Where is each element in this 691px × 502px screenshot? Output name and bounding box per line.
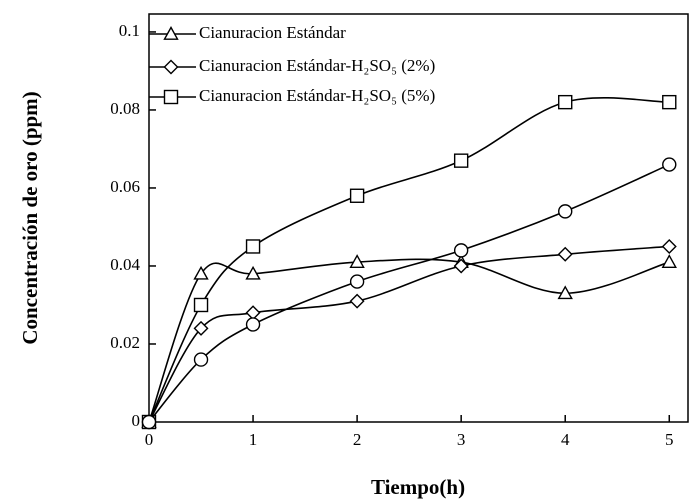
- series-line: [148, 163, 670, 423]
- data-point: [245, 239, 261, 254]
- data-point: [193, 265, 209, 280]
- legend-marker: [163, 26, 179, 40]
- legend-marker: [163, 89, 179, 105]
- data-point: [245, 317, 261, 332]
- data-point: [349, 293, 365, 309]
- x-tick-label: 5: [665, 430, 674, 449]
- y-axis-label: Concentración de oro (ppm): [18, 91, 42, 344]
- x-tick-label: 2: [353, 430, 362, 449]
- data-point: [193, 320, 209, 336]
- data-point: [141, 414, 157, 430]
- legend-label: Cianuracion Estándar-H₂SO₅ (5%): [199, 86, 435, 105]
- legend-marker: [163, 59, 179, 75]
- data-point: [558, 204, 573, 219]
- x-tick-label: 3: [457, 430, 466, 449]
- x-tick-label: 1: [249, 430, 258, 449]
- data-point: [453, 258, 469, 274]
- data-point: [661, 238, 677, 254]
- plot-frame: [148, 13, 689, 423]
- data-point: [193, 352, 209, 367]
- data-point: [245, 265, 261, 280]
- x-axis-label: Tiempo(h): [371, 475, 465, 499]
- data-point: [349, 188, 365, 203]
- legend-label: Cianuracion Estándar: [199, 23, 346, 42]
- data-point: [349, 254, 365, 268]
- data-point: [661, 254, 677, 268]
- data-point: [193, 297, 209, 313]
- data-point: [453, 153, 469, 168]
- data-point: [662, 157, 677, 172]
- x-tick-label: 4: [561, 430, 570, 449]
- y-tick-label: 0.02: [110, 333, 140, 352]
- data-point: [349, 274, 365, 289]
- data-point: [662, 94, 677, 110]
- data-point: [453, 243, 469, 258]
- y-tick-label: 0.06: [110, 177, 140, 196]
- legend-label: Cianuracion Estándar-H₂SO₅ (2%): [199, 56, 435, 75]
- y-tick-label: 0.08: [110, 99, 140, 118]
- y-tick-label: 0.1: [119, 21, 140, 40]
- data-point: [558, 94, 573, 110]
- series-line: [148, 245, 670, 423]
- x-tick-label: 0: [145, 430, 154, 449]
- y-tick-label: 0: [132, 411, 141, 430]
- y-tick-label: 0.04: [110, 255, 140, 274]
- data-point: [557, 285, 573, 300]
- data-point: [557, 246, 573, 262]
